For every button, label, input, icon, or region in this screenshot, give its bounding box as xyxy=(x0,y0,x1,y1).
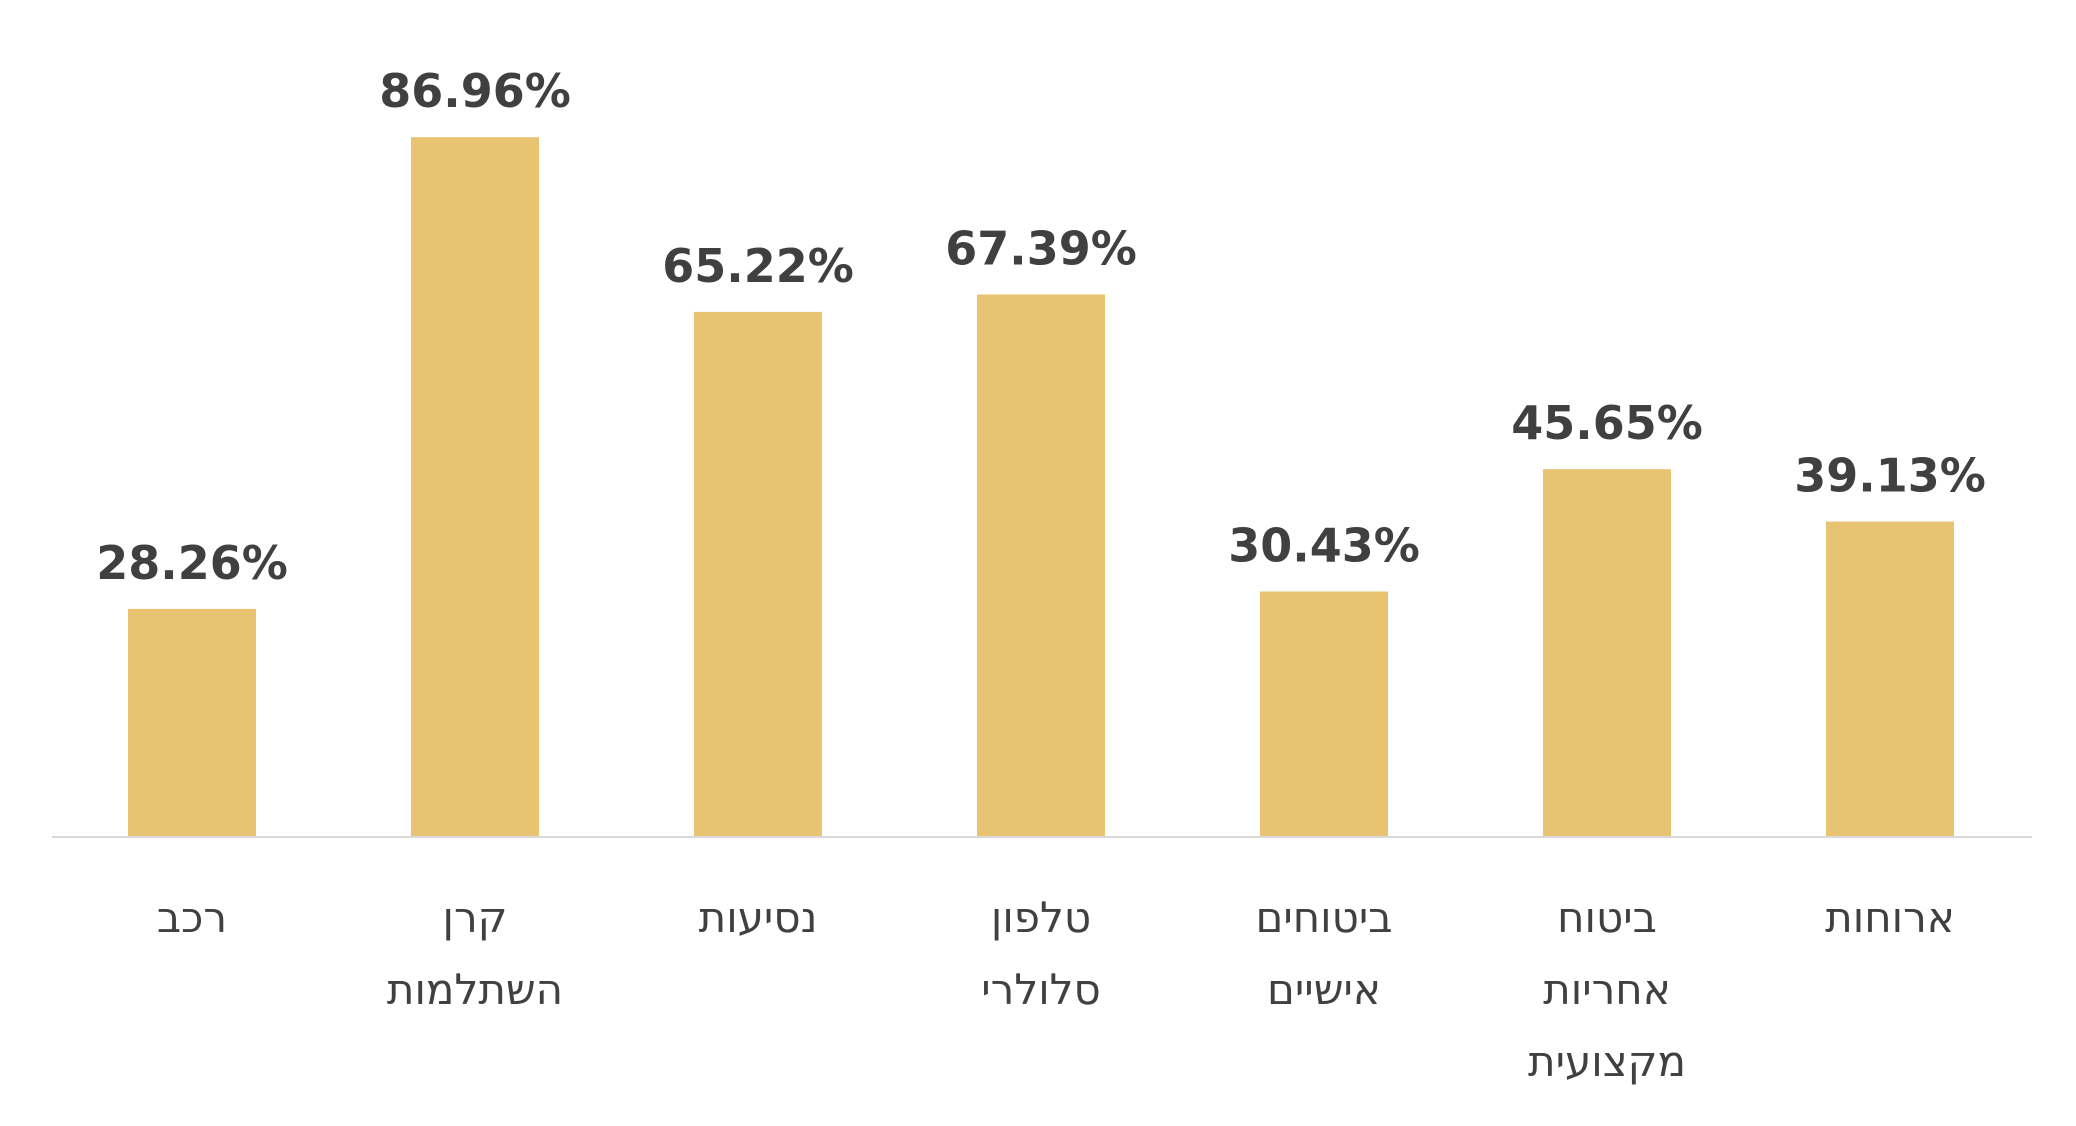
bar-5 xyxy=(1543,469,1671,836)
bar-6 xyxy=(1826,521,1954,836)
category-label-3-line-0: טלפון xyxy=(991,893,1091,942)
bar-2 xyxy=(694,311,822,836)
category-label-4-line-0: ביטוחים xyxy=(1255,893,1392,942)
category-label-6-line-0: ארוחות xyxy=(1825,893,1955,942)
value-label-2: 65.22% xyxy=(662,239,854,293)
category-label-1-line-1: השתלמות xyxy=(387,965,563,1014)
value-label-6: 39.13% xyxy=(1794,449,1986,503)
value-labels-group: 28.26% 86.96% 65.22% 67.39% 30.43% 45.65% 39.1… xyxy=(96,64,1986,590)
category-label-5-line-2: מקצועית xyxy=(1528,1037,1686,1086)
category-label-2-line-0: נסיעות xyxy=(699,893,818,942)
category-label-1-line-0: קרן xyxy=(443,893,508,942)
value-label-3: 67.39% xyxy=(945,221,1137,275)
value-label-0: 28.26% xyxy=(96,536,288,590)
category-labels-group: רכב קרן השתלמות נסיעות טלפון סלולרי ביטוחים איש… xyxy=(157,893,1955,1086)
value-label-5: 45.65% xyxy=(1511,396,1703,450)
value-label-1: 86.96% xyxy=(379,64,571,118)
bar-0 xyxy=(128,608,256,836)
value-label-4: 30.43% xyxy=(1228,518,1420,572)
category-label-0-line-0: רכב xyxy=(157,893,227,942)
category-label-5-line-0: ביטוח xyxy=(1557,893,1657,942)
bar-3 xyxy=(977,294,1105,836)
bar-1 xyxy=(411,137,539,836)
bar-4 xyxy=(1260,591,1388,836)
category-label-3-line-1: סלולרי xyxy=(981,965,1101,1014)
bars-group xyxy=(128,137,1954,836)
category-label-4-line-1: אישיים xyxy=(1267,965,1381,1014)
category-label-5-line-1: אחריות xyxy=(1543,965,1671,1014)
